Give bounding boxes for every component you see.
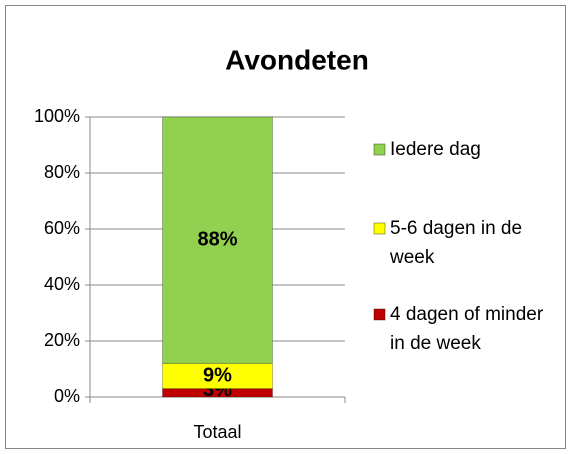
- y-tick-label: 100%: [34, 106, 80, 126]
- legend-swatch: [373, 308, 386, 321]
- y-tick-label: 80%: [44, 162, 80, 182]
- y-tick-label: 0%: [54, 386, 80, 406]
- chart-border: [5, 5, 566, 449]
- legend-label: Iedere dag: [390, 139, 481, 160]
- bar-segment: [162, 116, 273, 364]
- legend-label: 4 dagen of minder in de week: [390, 304, 544, 354]
- y-tick-label: 20%: [44, 330, 80, 350]
- chart-title: Avondeten: [225, 44, 369, 75]
- y-tick-label: 60%: [44, 218, 80, 238]
- bar-segment: [162, 362, 273, 390]
- legend-swatch: [373, 143, 386, 156]
- legend-label: 5-6 dagen in de week: [390, 218, 523, 268]
- data-label: 88%: [197, 228, 237, 250]
- x-tick-label: Totaal: [193, 422, 241, 442]
- data-label: 9%: [203, 364, 232, 386]
- legend-swatch: [373, 222, 386, 235]
- y-tick-label: 40%: [44, 274, 80, 294]
